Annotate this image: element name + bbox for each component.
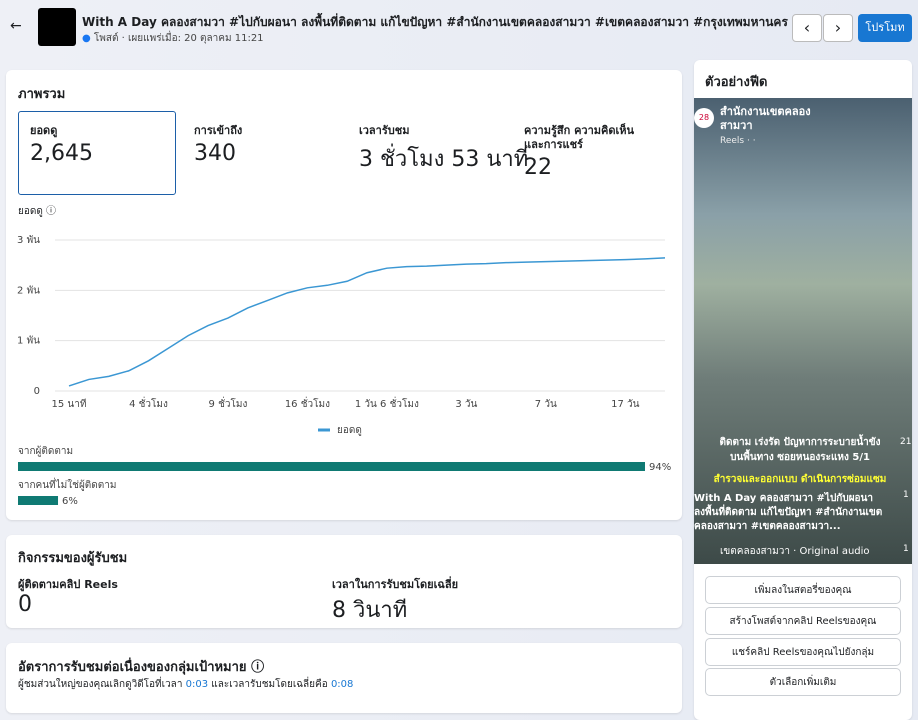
time: 0:08 (330, 679, 354, 690)
back-button[interactable]: ← (10, 18, 22, 34)
comments: 1 (903, 490, 909, 500)
y-tick-label: 0 (34, 386, 40, 397)
line (68, 257, 666, 387)
action-button[interactable]: สร้างโพสต์จากคลิป Reelsของคุณ (705, 607, 901, 635)
bar-value: 6% (62, 496, 78, 507)
text: ผู้ชมส่วนใหญ่ของคุณเลิกดูวิดีโอที่เวลา (18, 679, 183, 690)
post-subtitle: ● โพสต์ · เผยแพร่เมื่อ: 20 ตุลาคม 11:21 (82, 33, 264, 44)
section-title: อัตราการรับชมต่อเนื่องของกลุ่มเป้าหมาย ⓘ (18, 660, 265, 675)
bar-label: จากผู้ติดตาม (18, 445, 73, 457)
title: ยอดดู (18, 206, 43, 217)
metric-value: 0 (18, 592, 32, 617)
section-title: ตัวอย่างฟีด (705, 75, 768, 90)
y-tick-label: 3 พัน (17, 235, 40, 246)
activity-panel (6, 535, 682, 628)
section-title: กิจกรรมของผู้รับชม (18, 551, 128, 566)
metric-value: 340 (194, 141, 236, 166)
action-button[interactable]: ตัวเลือกเพิ่มเติม (705, 668, 901, 696)
thumbnail (38, 8, 76, 46)
metric-value: 3 ชั่วโมง 53 นาที (359, 147, 529, 172)
x-tick-label: 7 วัน (535, 399, 557, 410)
metric-value: 8 วินาที (332, 598, 408, 623)
post-text: With A Day คลองสามวา #ไปกับผอนา ลงพื้นที… (694, 493, 883, 532)
x-tick-label: 9 ชั่วโมง (209, 396, 248, 410)
retention-text: ผู้ชมส่วนใหญ่ของคุณเลิกดูวิดีโอที่เวลา 0… (18, 677, 353, 692)
page-name: สำนักงานเขตคลองสามวา (720, 105, 811, 132)
metric-label: ผู้ติดตามคลิป Reels (18, 578, 118, 591)
legend-label: ยอดดู (337, 425, 362, 436)
section-title: ภาพรวม (18, 87, 66, 102)
post-title: With A Day คลองสามวา #ไปกับผอนา ลงพื้นที… (82, 15, 788, 29)
audio: เขตคลองสามวา · Original audio (720, 546, 870, 557)
metric-label: ความรู้สึก ความคิดเห็น และการแชร์ (524, 124, 635, 151)
y-tick-label: 1 พัน (17, 336, 40, 347)
metric-value: 22 (524, 155, 552, 180)
x-tick-label: 4 ชั่วโมง (129, 396, 168, 410)
prev-button[interactable]: ‹ (792, 14, 822, 42)
metric-label: ยอดดู (30, 124, 58, 137)
caption: บนพื้นทาง ซอยหนองระแหง 5/1 (730, 452, 870, 463)
x-tick-label: 3 วัน (455, 399, 477, 410)
video[interactable] (694, 98, 912, 564)
title: อัตราการรับชมต่อเนื่องของกลุ่มเป้าหมาย (18, 660, 247, 675)
time: 0:03 (185, 679, 209, 690)
bar (18, 462, 645, 471)
subtitle: โพสต์ · เผยแพร่เมื่อ: 20 ตุลาคม 11:21 (93, 33, 264, 44)
page: ← With A Day คลองสามวา #ไปกับผอนา ลงพื้น… (0, 0, 918, 701)
metric-value: 2,645 (30, 141, 93, 166)
overview-panel (6, 70, 682, 520)
metric-label: การเข้าถึง (194, 124, 243, 137)
bar (18, 496, 59, 505)
page-avatar: 28 (694, 108, 714, 128)
promote-button[interactable]: โปรโมท (858, 14, 912, 42)
meta: Reels · · (720, 136, 756, 146)
x-tick-label: 15 นาที (52, 398, 87, 410)
metric-label: เวลาในการรับชมโดยเฉลี่ย (332, 578, 459, 591)
metric-label: เวลารับชม (359, 124, 410, 137)
shares: 1 (903, 544, 909, 554)
views-chart: 0 1 พัน 2 พัน 3 พัน 15 นาที 4 ชั่วโมง 9 ชั่วโม… (17, 235, 671, 507)
x-tick-label: 17 วัน (611, 399, 640, 410)
y-tick-label: 2 พัน (17, 285, 40, 296)
action-button[interactable]: เพิ่มลงในสตอรี่ของคุณ (705, 576, 901, 604)
x-tick-label: 16 ชั่วโมง (285, 396, 330, 410)
bar-label: จากคนที่ไม่ใช่ผู้ติดตาม (18, 477, 117, 491)
likes: 21 (900, 437, 912, 447)
next-button[interactable]: › (823, 14, 853, 42)
action-button[interactable]: แชร์คลิป Reelsของคุณไปยังกลุ่ม (705, 638, 901, 666)
caption: ติดตาม เร่งรัด ปัญหาการระบายน้ำขัง (719, 437, 881, 448)
chart-title: ยอดดู ⓘ (18, 206, 57, 217)
selected-metric[interactable] (18, 111, 176, 195)
bar-value: 94% (649, 462, 671, 473)
text: และเวลารับชมโดยเฉลี่ยคือ (211, 679, 328, 690)
x-tick-label: 1 วัน 6 ชั่วโมง (355, 396, 419, 410)
caption: สำรวจและออกแบบ ดำเนินการซ่อมแซม (713, 474, 887, 485)
